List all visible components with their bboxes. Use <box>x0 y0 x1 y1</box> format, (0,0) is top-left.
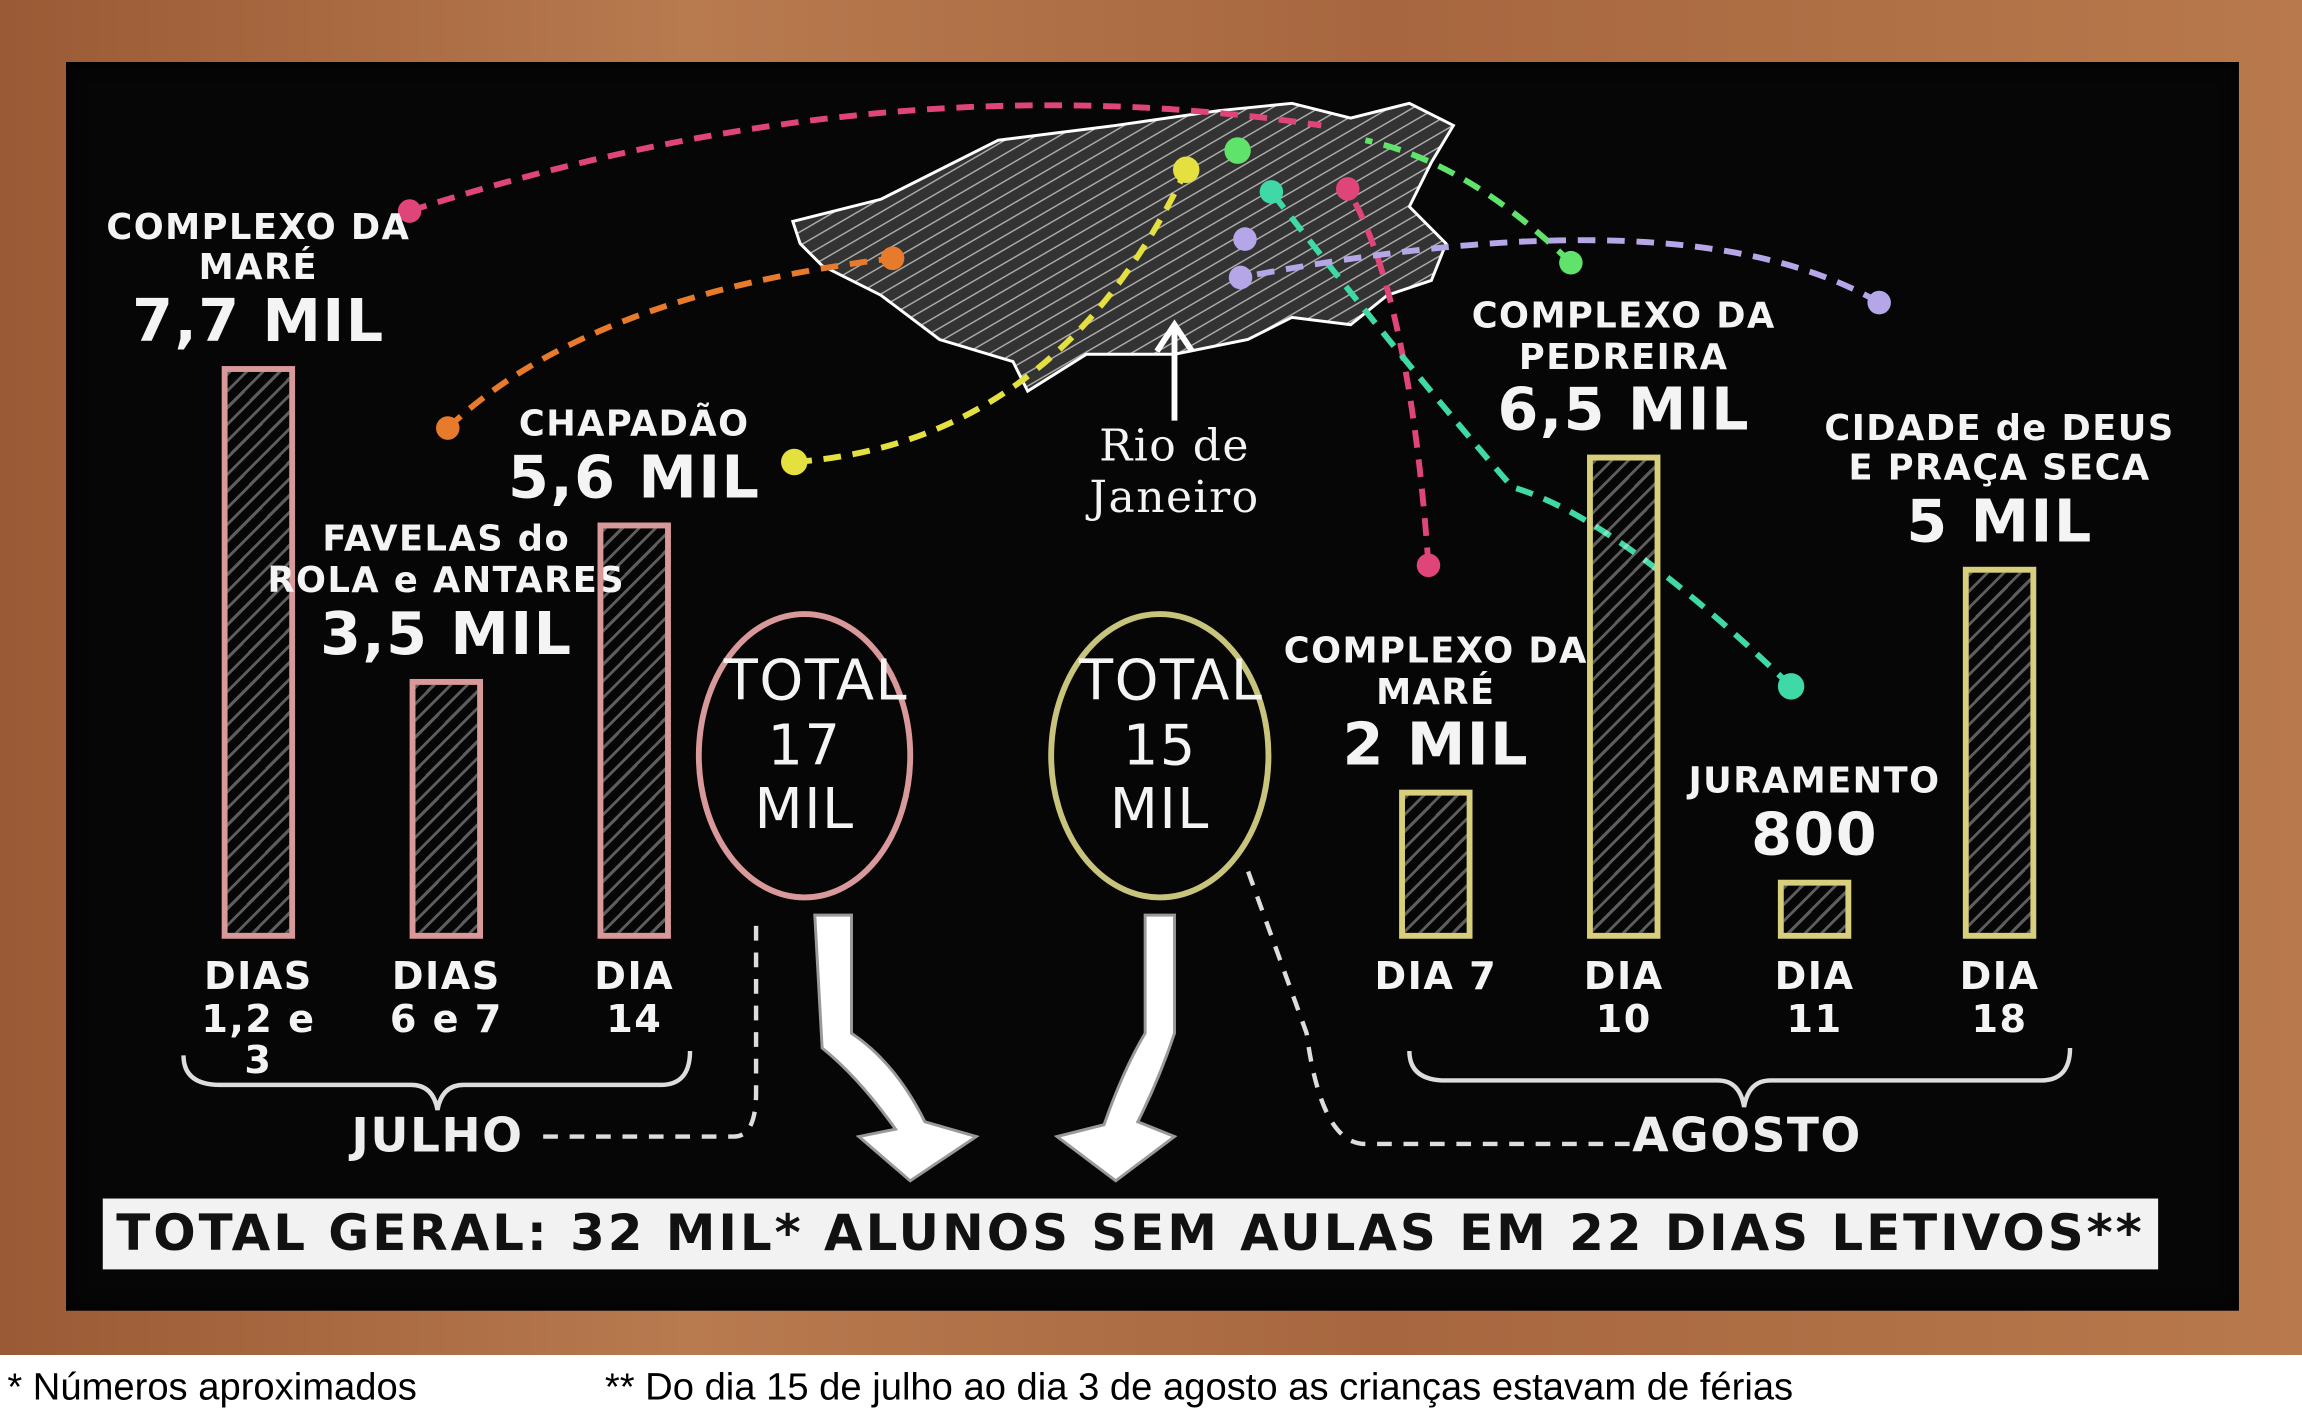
total-ring <box>1048 611 1272 901</box>
category-label: DIA 14 <box>594 954 675 1042</box>
big-arrows <box>813 913 1178 1183</box>
chart-title: TOTAL GERAL: 32 MIL* ALUNOS SEM AULAS EM… <box>102 1198 2159 1270</box>
rio-map <box>790 101 1456 394</box>
footnote: * Números aproximados <box>7 1363 417 1409</box>
total-label: TOTAL 17 MIL <box>723 647 909 842</box>
category-label: DIA 18 <box>1959 954 2040 1042</box>
braces <box>181 870 2073 1147</box>
total-label: TOTAL 15 MIL <box>1079 647 1264 842</box>
bar <box>1399 790 1473 939</box>
bar-annotation: FAVELAS do ROLA e ANTARES 3,5 MIL <box>263 518 630 669</box>
value-label: 5,6 MIL <box>507 444 761 512</box>
value-label: 5 MIL <box>1906 488 2093 557</box>
footnote: ** Do dia 15 de julho ao dia 3 de agosto… <box>604 1363 1794 1409</box>
value-label: 7,7 MIL <box>132 287 385 356</box>
bar-annotation: COMPLEXO DA MARÉ 2 MIL <box>1252 630 1619 780</box>
category-label: DIAS 1,2 e 3 <box>201 954 316 1084</box>
map-arrow <box>1154 319 1195 421</box>
place-dots <box>397 137 1891 700</box>
value-label: 6,5 MIL <box>1497 377 1750 445</box>
bar <box>597 522 671 939</box>
category-label: DIA 11 <box>1774 954 1855 1042</box>
bar <box>1587 455 1661 939</box>
bar <box>1962 566 2037 939</box>
category-label: DIA 7 <box>1374 954 1498 1000</box>
value-label: 2 MIL <box>1342 711 1529 780</box>
bar-annotation: CHAPADÃO 5,6 MIL <box>451 403 818 512</box>
place-label: CHAPADÃO <box>518 403 750 445</box>
bar-annotation: COMPLEXO DA MARÉ 7,7 MIL <box>75 206 442 356</box>
connectors <box>408 102 1881 689</box>
map-label: Rio de Janeiro <box>1089 420 1260 524</box>
category-label: DIA 10 <box>1583 954 1664 1042</box>
place-label: CIDADE de DEUS E PRAÇA SECA <box>1824 407 2175 490</box>
bar <box>221 366 296 939</box>
bar-annotation: CIDADE de DEUS E PRAÇA SECA 5 MIL <box>1816 407 2183 557</box>
value-label: 800 <box>1751 801 1879 869</box>
place-label: COMPLEXO DA MARÉ <box>1283 630 1588 713</box>
category-label: DIAS 6 e 7 <box>389 954 503 1042</box>
bar-annotation: COMPLEXO DA PEDREIRA 6,5 MIL <box>1440 295 1807 445</box>
place-label: COMPLEXO DA MARÉ <box>106 206 411 289</box>
place-label: COMPLEXO DA PEDREIRA <box>1471 295 1776 378</box>
legend-group: AGOSTO <box>1632 1107 1862 1164</box>
bar <box>409 678 484 939</box>
total-ring <box>695 611 914 901</box>
bar-annotation: JURAMENTO 800 <box>1631 760 1998 869</box>
place-label: FAVELAS do ROLA e ANTARES <box>267 518 626 601</box>
bar <box>1777 879 1852 939</box>
value-label: 3,5 MIL <box>320 600 573 669</box>
legend-group: JULHO <box>351 1107 524 1164</box>
place-label: JURAMENTO <box>1688 760 1941 802</box>
